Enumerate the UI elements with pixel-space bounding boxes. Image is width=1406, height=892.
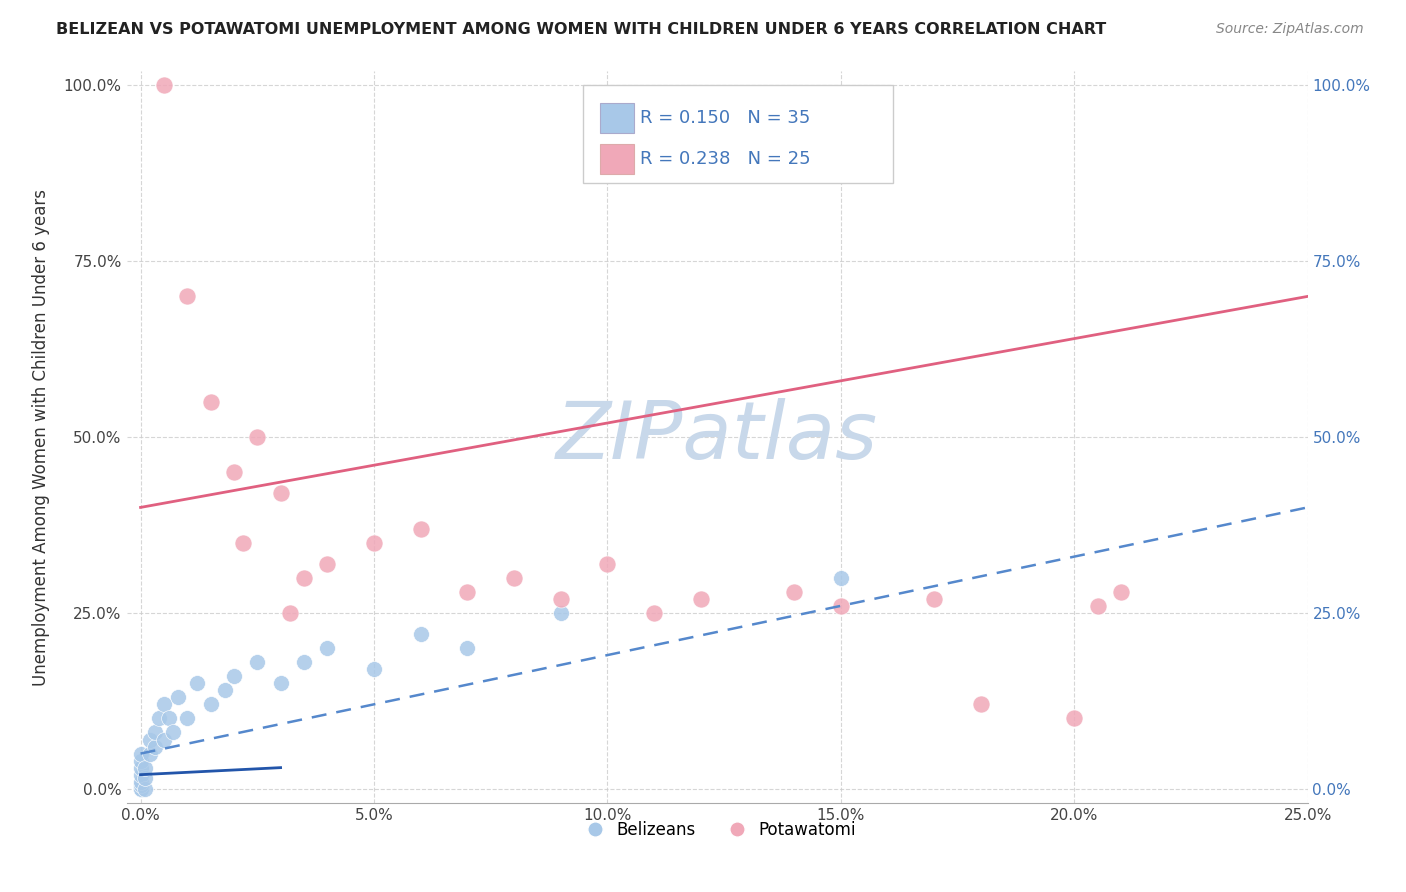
Point: [830, 571, 852, 585]
Point: [134, 771, 156, 785]
Point: [143, 739, 166, 754]
Text: BELIZEAN VS POTAWATOMI UNEMPLOYMENT AMONG WOMEN WITH CHILDREN UNDER 6 YEARS CORR: BELIZEAN VS POTAWATOMI UNEMPLOYMENT AMON…: [56, 22, 1107, 37]
Point: [148, 711, 170, 725]
Point: [278, 606, 301, 620]
Point: [176, 711, 198, 725]
Point: [129, 767, 152, 781]
Point: [129, 778, 152, 792]
Point: [643, 606, 665, 620]
Point: [783, 584, 806, 599]
Point: [200, 698, 222, 712]
Legend: Belizeans, Potawatomi: Belizeans, Potawatomi: [571, 814, 863, 846]
Point: [134, 781, 156, 796]
Point: [292, 571, 315, 585]
Point: [139, 732, 162, 747]
Point: [1063, 711, 1085, 725]
Point: [292, 655, 315, 669]
Point: [363, 535, 385, 549]
Point: [270, 676, 292, 690]
Point: [596, 557, 619, 571]
Point: [409, 627, 432, 641]
Point: [1087, 599, 1109, 613]
Point: [129, 761, 152, 775]
Point: [922, 591, 945, 606]
Point: [176, 289, 198, 303]
Text: R = 0.150   N = 35: R = 0.150 N = 35: [640, 109, 810, 127]
Point: [162, 725, 184, 739]
Point: [316, 641, 339, 656]
Y-axis label: Unemployment Among Women with Children Under 6 years: Unemployment Among Women with Children U…: [32, 188, 49, 686]
Point: [363, 662, 385, 676]
Point: [134, 761, 156, 775]
Point: [186, 676, 208, 690]
Text: Source: ZipAtlas.com: Source: ZipAtlas.com: [1216, 22, 1364, 37]
Point: [157, 711, 180, 725]
Point: [270, 486, 292, 500]
Point: [143, 725, 166, 739]
Point: [129, 781, 152, 796]
Text: R = 0.238   N = 25: R = 0.238 N = 25: [640, 150, 810, 168]
Point: [550, 606, 572, 620]
Point: [129, 747, 152, 761]
Point: [129, 774, 152, 789]
Point: [316, 557, 339, 571]
Point: [129, 754, 152, 768]
Point: [970, 698, 993, 712]
Point: [214, 683, 236, 698]
Point: [200, 395, 222, 409]
Point: [153, 732, 176, 747]
Point: [129, 781, 152, 796]
Point: [139, 747, 162, 761]
Point: [246, 430, 269, 444]
Point: [456, 584, 478, 599]
Point: [830, 599, 852, 613]
Point: [409, 521, 432, 535]
Point: [503, 571, 526, 585]
Point: [222, 669, 245, 683]
Point: [153, 698, 176, 712]
Point: [246, 655, 269, 669]
Point: [456, 641, 478, 656]
Point: [689, 591, 711, 606]
Point: [222, 465, 245, 479]
Point: [167, 690, 190, 705]
Point: [232, 535, 254, 549]
Point: [1109, 584, 1132, 599]
Point: [153, 78, 176, 93]
Text: ZIPatlas: ZIPatlas: [555, 398, 879, 476]
Point: [550, 591, 572, 606]
